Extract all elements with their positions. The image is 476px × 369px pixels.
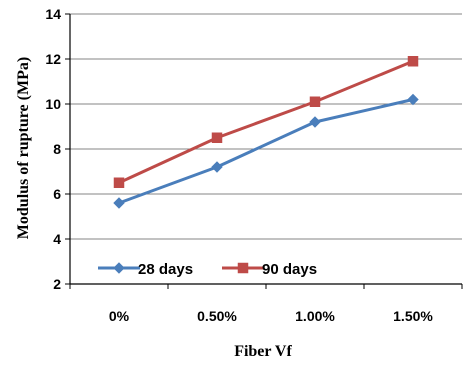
data-point-90-days: [309, 96, 321, 107]
x-tick-label: 1.00%: [295, 308, 335, 324]
series-90-days: [113, 56, 419, 188]
series-group: [113, 56, 419, 209]
legend-item-90-days: 90 days: [222, 261, 317, 278]
y-tick-label: 8: [53, 141, 61, 157]
series-line-28-days: [118, 98, 414, 205]
data-point-90-days: [113, 177, 125, 188]
legend-marker-28-days: [113, 262, 125, 274]
y-tick-label: 4: [53, 231, 61, 247]
legend-marker-90-days: [237, 262, 249, 274]
y-tick-label: 10: [45, 96, 61, 112]
y-tick-label: 12: [45, 51, 61, 67]
y-tick-label: 14: [45, 6, 61, 22]
data-point-28-days: [211, 161, 223, 173]
data-point-90-days: [407, 56, 419, 67]
data-point-28-days: [113, 197, 125, 209]
legend-label-28-days: 28 days: [138, 261, 193, 278]
y-tick-label: 6: [53, 186, 61, 202]
data-point-28-days: [309, 116, 321, 128]
x-axis-title: Fiber Vf: [234, 343, 292, 360]
x-tick-label: 0.50%: [197, 308, 237, 324]
gridlines: [70, 13, 462, 240]
series-line-90-days: [118, 59, 414, 185]
x-tick-label: 1.50%: [393, 308, 433, 324]
y-tick-label: 2: [53, 276, 61, 292]
legend-item-28-days: 28 days: [98, 261, 193, 278]
y-axis-title: Modulus of rupture (MPa): [15, 57, 32, 239]
series-28-days: [113, 93, 419, 209]
axes: 2 4 6 8 10 12 14 0% 0.50% 1.00% 1.50%: [45, 6, 463, 324]
data-point-28-days: [407, 93, 419, 106]
x-tick-label: 0%: [109, 308, 130, 324]
data-point-90-days: [211, 132, 223, 143]
legend-label-90-days: 90 days: [262, 261, 317, 278]
legend: 28 days 90 days: [98, 261, 317, 278]
